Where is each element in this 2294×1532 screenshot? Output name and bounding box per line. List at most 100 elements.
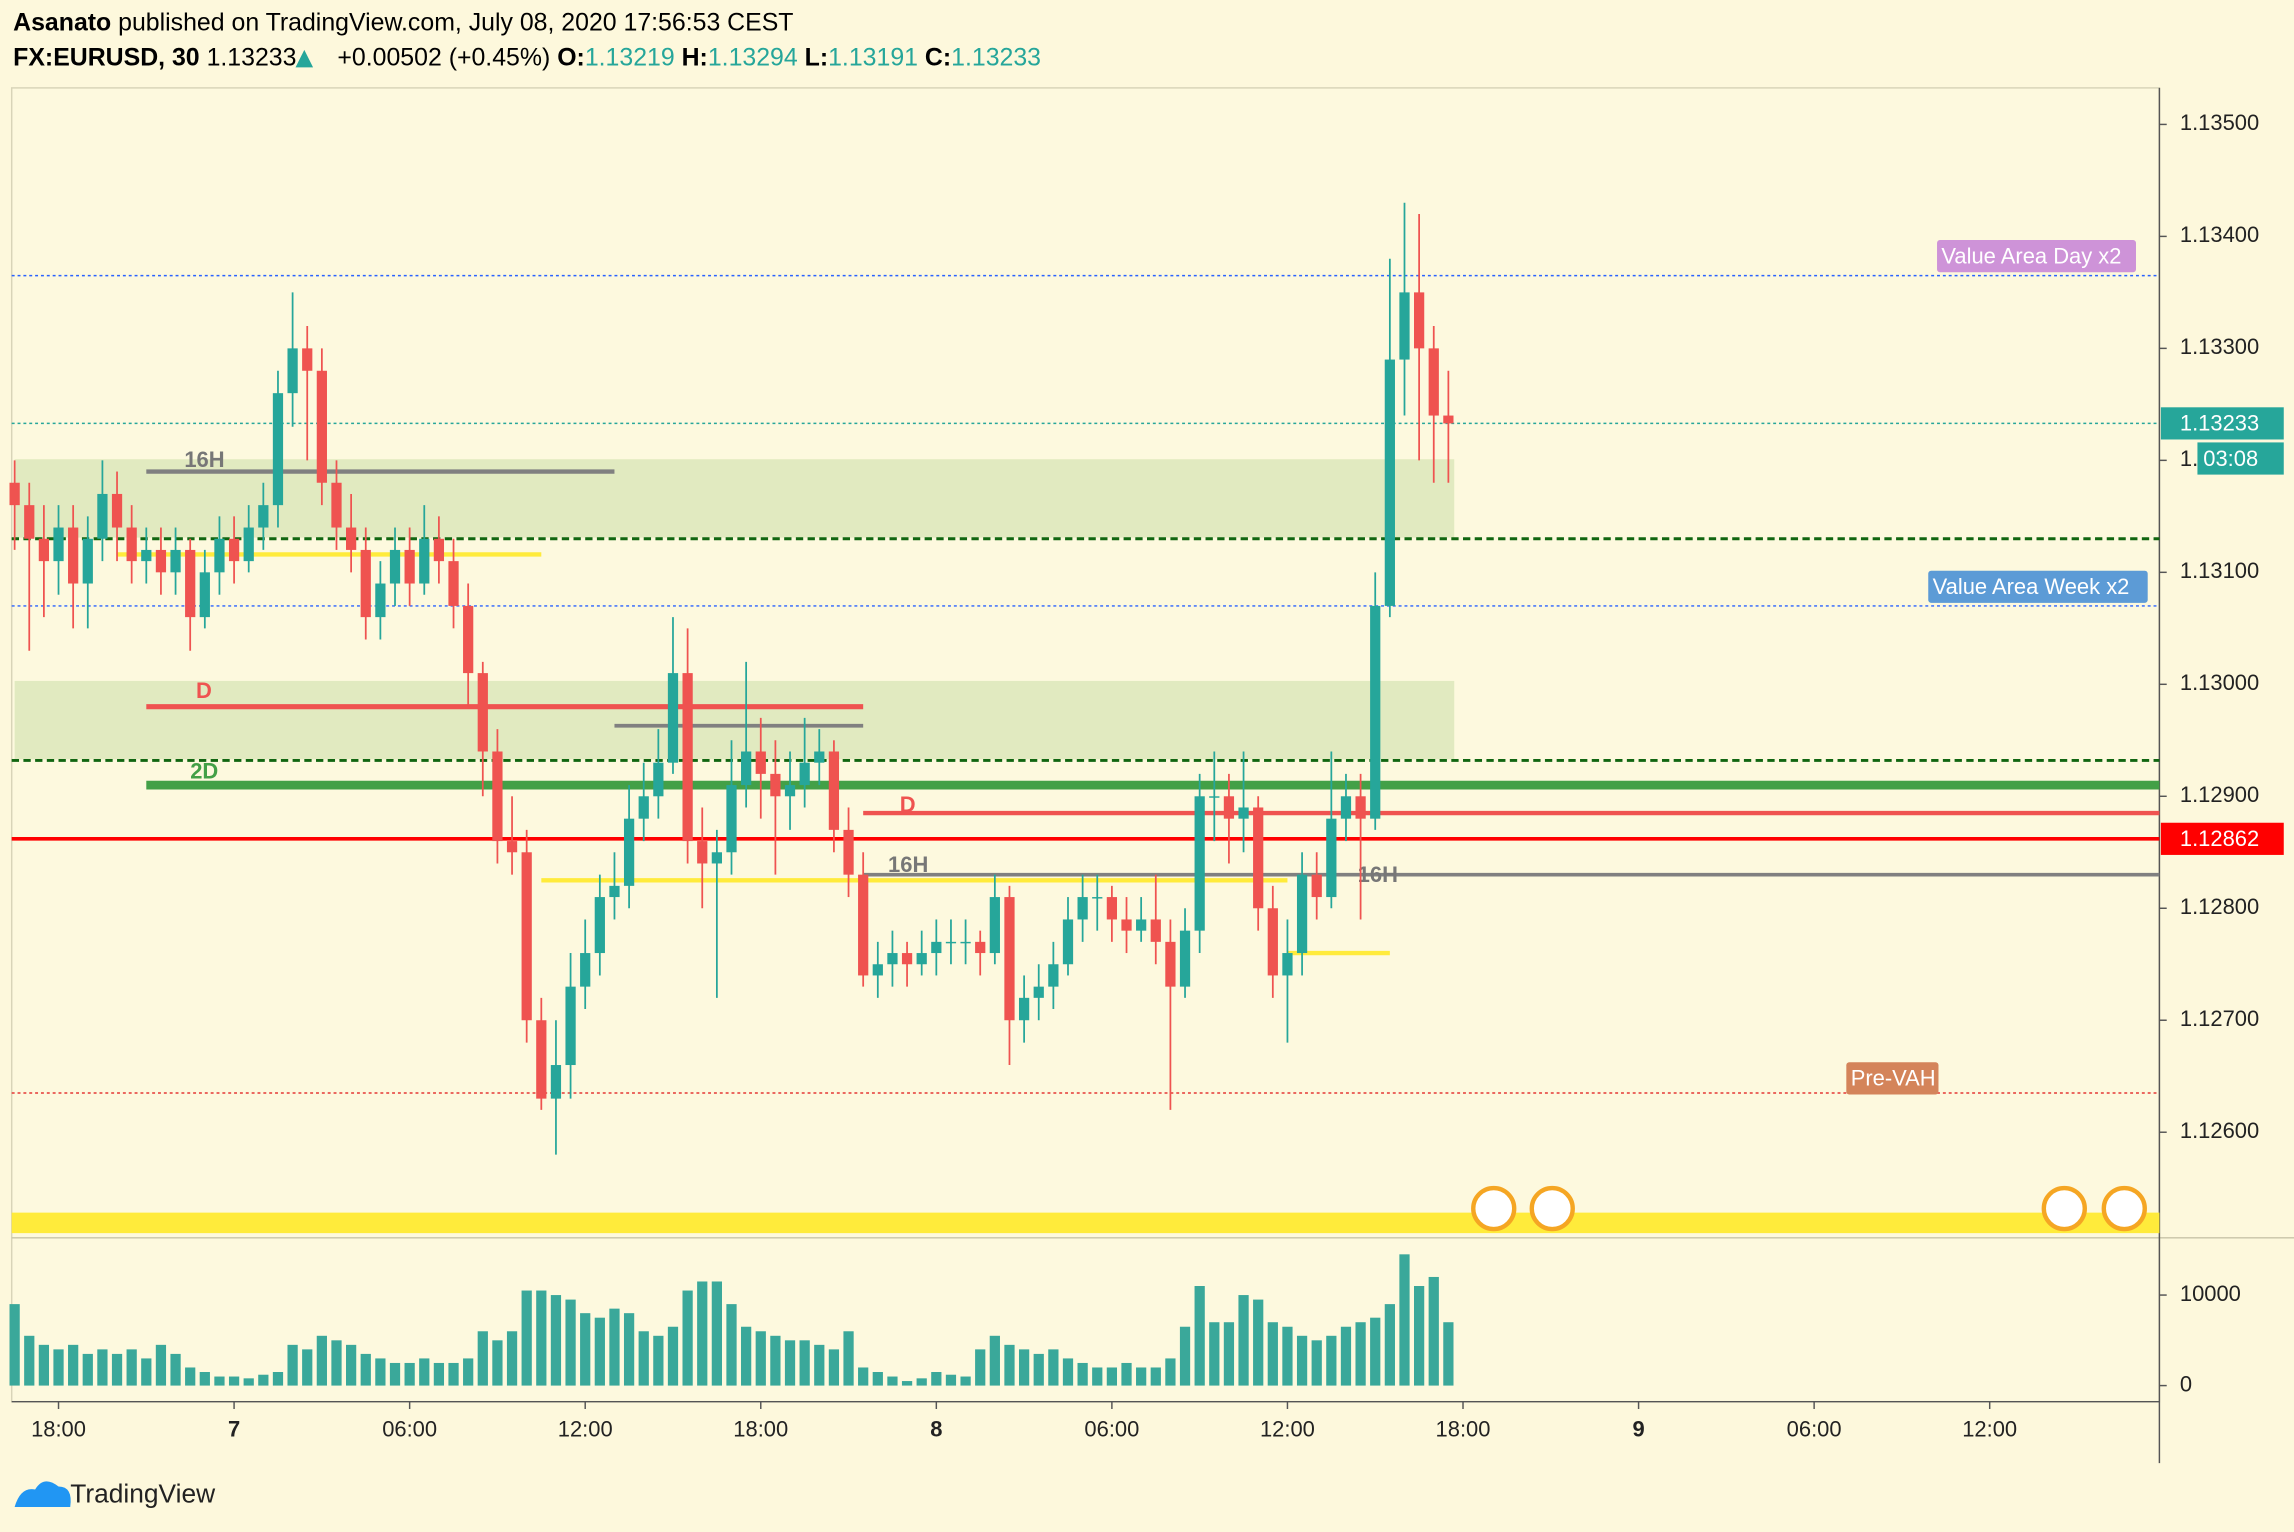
candle-body xyxy=(1209,796,1220,798)
volume-bar xyxy=(1150,1367,1161,1386)
candle-body xyxy=(784,785,796,797)
label-box-text: Value Area Week x2 xyxy=(1933,574,2130,599)
volume-bar xyxy=(1106,1367,1118,1386)
volume-bar xyxy=(1253,1299,1264,1386)
volume-tick-label: 0 xyxy=(2180,1371,2192,1396)
volume-bar xyxy=(1209,1322,1220,1386)
candle-body xyxy=(506,841,518,853)
x-tick-label: 18:00 xyxy=(31,1417,86,1442)
volume-bar xyxy=(1340,1326,1352,1386)
volume-bar xyxy=(1136,1367,1147,1386)
candle-body xyxy=(989,897,1000,954)
candle-body xyxy=(375,583,386,618)
volume-bar xyxy=(931,1372,942,1386)
open: 1.13219 xyxy=(585,43,675,71)
candle-body xyxy=(609,885,620,898)
c-label: C: xyxy=(925,43,951,71)
flag-icon xyxy=(2101,1185,2147,1232)
volume-bar xyxy=(521,1290,532,1386)
author: Asanato xyxy=(13,8,111,36)
candle-body xyxy=(1062,919,1074,965)
volume-bar xyxy=(477,1331,488,1386)
volume-bar xyxy=(784,1340,796,1386)
volume-bar xyxy=(1238,1295,1249,1386)
label-box-text: Pre-VAH xyxy=(1851,1066,1936,1091)
x-tick-label: 12:00 xyxy=(1962,1417,2017,1442)
volume-bar xyxy=(272,1372,284,1386)
candle-body xyxy=(872,964,883,976)
candle-body xyxy=(1238,807,1249,819)
candle-body xyxy=(1399,292,1410,360)
price-tag-label: 1.13233 xyxy=(2180,411,2259,436)
volume-bar xyxy=(287,1344,298,1386)
volume-bar xyxy=(228,1376,240,1386)
candle-body xyxy=(901,953,913,965)
volume-bar xyxy=(623,1313,635,1386)
volume-bar xyxy=(741,1326,752,1386)
candle-body xyxy=(82,538,93,584)
symbol: FX:EURUSD, 30 xyxy=(13,43,199,71)
volume-bar xyxy=(199,1372,210,1386)
candle-body xyxy=(536,1020,547,1099)
volume-bar xyxy=(814,1344,825,1386)
level-label: 16H xyxy=(184,447,224,472)
candle-body xyxy=(799,762,810,786)
x-tick-label: 8 xyxy=(930,1417,942,1442)
volume-bar xyxy=(316,1335,327,1386)
candle-body xyxy=(726,785,737,853)
volume-bar xyxy=(302,1349,313,1386)
volume-bar xyxy=(141,1358,152,1386)
candle-body xyxy=(126,527,137,562)
volume-bar xyxy=(111,1353,123,1386)
volume-bar xyxy=(1121,1362,1132,1386)
volume-bar xyxy=(243,1378,254,1386)
volume-bar xyxy=(258,1374,269,1386)
volume-bar xyxy=(53,1349,64,1386)
last: 1.13233 xyxy=(207,43,297,71)
candle-body xyxy=(68,527,79,584)
o-label: O: xyxy=(557,43,585,71)
candle-body xyxy=(1223,796,1235,819)
candle-body xyxy=(711,852,722,864)
volume-bar xyxy=(594,1317,605,1386)
candle-body xyxy=(185,549,196,618)
y-tick-label: 1.12800 xyxy=(2180,894,2259,919)
candle-body xyxy=(741,751,752,786)
y-tick-label: 1.13100 xyxy=(2180,558,2259,583)
flag-icon xyxy=(1471,1185,1517,1232)
volume-bar xyxy=(799,1340,810,1386)
candle-body xyxy=(1136,919,1147,931)
volume-bar xyxy=(916,1378,927,1386)
volume-bar xyxy=(38,1344,50,1386)
label-box xyxy=(1928,570,2148,603)
candle-body xyxy=(360,549,371,618)
volume-bar xyxy=(1048,1349,1059,1386)
volume-bar xyxy=(1355,1322,1366,1386)
event-flags xyxy=(1471,1185,2147,1232)
candle-body xyxy=(1267,908,1278,976)
candle-body xyxy=(97,493,108,539)
candle-body xyxy=(272,393,284,506)
y-tick-label: 1.13300 xyxy=(2180,334,2259,359)
candle-body xyxy=(697,841,708,864)
volume-bar xyxy=(331,1340,342,1386)
volume-bar xyxy=(214,1376,225,1386)
volume-bar xyxy=(901,1381,913,1386)
volume-bar xyxy=(155,1344,167,1386)
label-box-text: Value Area Day x2 xyxy=(1941,243,2121,268)
candle-body xyxy=(843,829,854,875)
candle-body xyxy=(1106,897,1118,920)
candle-body xyxy=(9,482,20,506)
candle-body xyxy=(623,818,635,886)
candle-body xyxy=(258,505,269,528)
x-tick-label: 9 xyxy=(1632,1417,1644,1442)
volume-bar xyxy=(828,1349,840,1386)
volume-bar xyxy=(770,1335,781,1386)
level-label: D xyxy=(900,792,916,817)
volume-bar xyxy=(858,1367,869,1386)
volume-bar xyxy=(872,1372,883,1386)
countdown-label: 03:08 xyxy=(2203,446,2258,471)
volume-bar xyxy=(1004,1344,1015,1386)
volume-bar xyxy=(638,1331,649,1386)
